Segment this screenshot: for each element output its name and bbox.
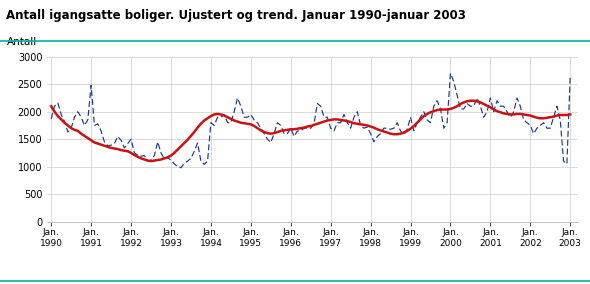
- Text: Antall igangsatte boliger. Ujustert og trend. Januar 1990-januar 2003: Antall igangsatte boliger. Ujustert og t…: [6, 9, 466, 22]
- Text: Antall: Antall: [8, 37, 38, 47]
